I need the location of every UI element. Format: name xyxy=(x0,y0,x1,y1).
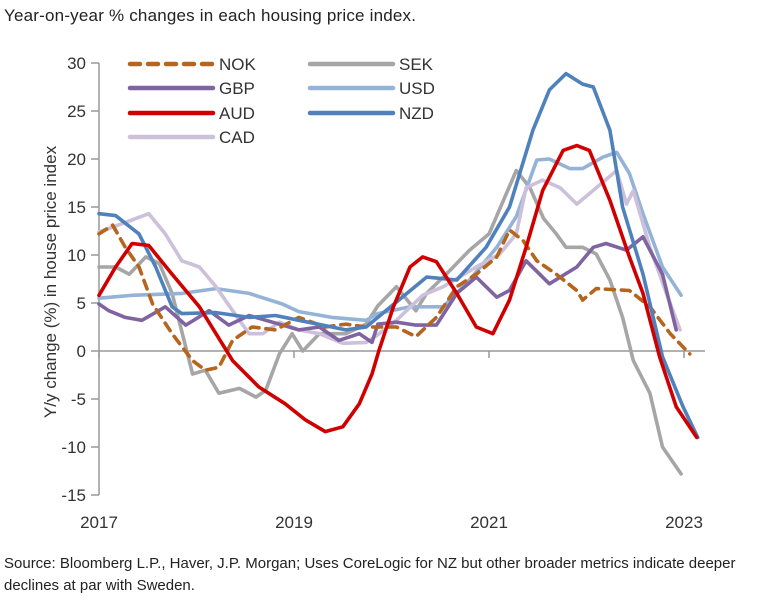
y-tick-label: -15 xyxy=(61,486,86,505)
legend-label-gbp: GBP xyxy=(219,79,255,98)
y-tick-label: 20 xyxy=(67,150,86,169)
y-tick-label: 0 xyxy=(77,342,86,361)
x-tick-label: 2023 xyxy=(665,513,703,532)
legend-label-aud: AUD xyxy=(219,104,255,123)
y-axis-label: Y/y change (%) in house price index xyxy=(41,145,60,418)
x-tick-label: 2017 xyxy=(80,513,118,532)
y-tick-label: 10 xyxy=(67,246,86,265)
line-chart: 30 25 20 15 10 5 0 -5 -10 -15 2017 2019 2021 2023 NOK… xyxy=(41,54,705,532)
legend-label-cad: CAD xyxy=(219,128,255,147)
legend-label-usd: USD xyxy=(399,79,435,98)
series-line-cad xyxy=(97,168,682,346)
legend-label-sek: SEK xyxy=(399,55,434,74)
series-line-aud xyxy=(97,143,699,440)
y-tick-label: 30 xyxy=(67,54,86,73)
x-tick-label: 2019 xyxy=(275,513,313,532)
y-tick-label: -10 xyxy=(61,438,86,457)
legend-label-nzd: NZD xyxy=(399,104,434,123)
y-tick-label: 15 xyxy=(67,198,86,217)
y-tick-label: 5 xyxy=(77,294,86,313)
source-note: Source: Bloomberg L.P., Haver, J.P. Morg… xyxy=(4,555,736,594)
chart-title: Year-on-year % changes in each housing p… xyxy=(4,6,417,25)
legend: NOK GBP AUD CAD SEK USD NZD xyxy=(127,55,435,147)
series-lines xyxy=(97,71,700,476)
series-line-usd xyxy=(97,150,683,323)
y-tick-label: -5 xyxy=(71,390,86,409)
axes: 30 25 20 15 10 5 0 -5 -10 -15 2017 2019 2021 2023 xyxy=(61,54,705,532)
y-tick-label: 25 xyxy=(67,102,86,121)
series-line-nok xyxy=(97,223,692,372)
x-tick-label: 2021 xyxy=(470,513,508,532)
series-line-nzd xyxy=(97,71,700,440)
legend-label-nok: NOK xyxy=(219,55,257,74)
